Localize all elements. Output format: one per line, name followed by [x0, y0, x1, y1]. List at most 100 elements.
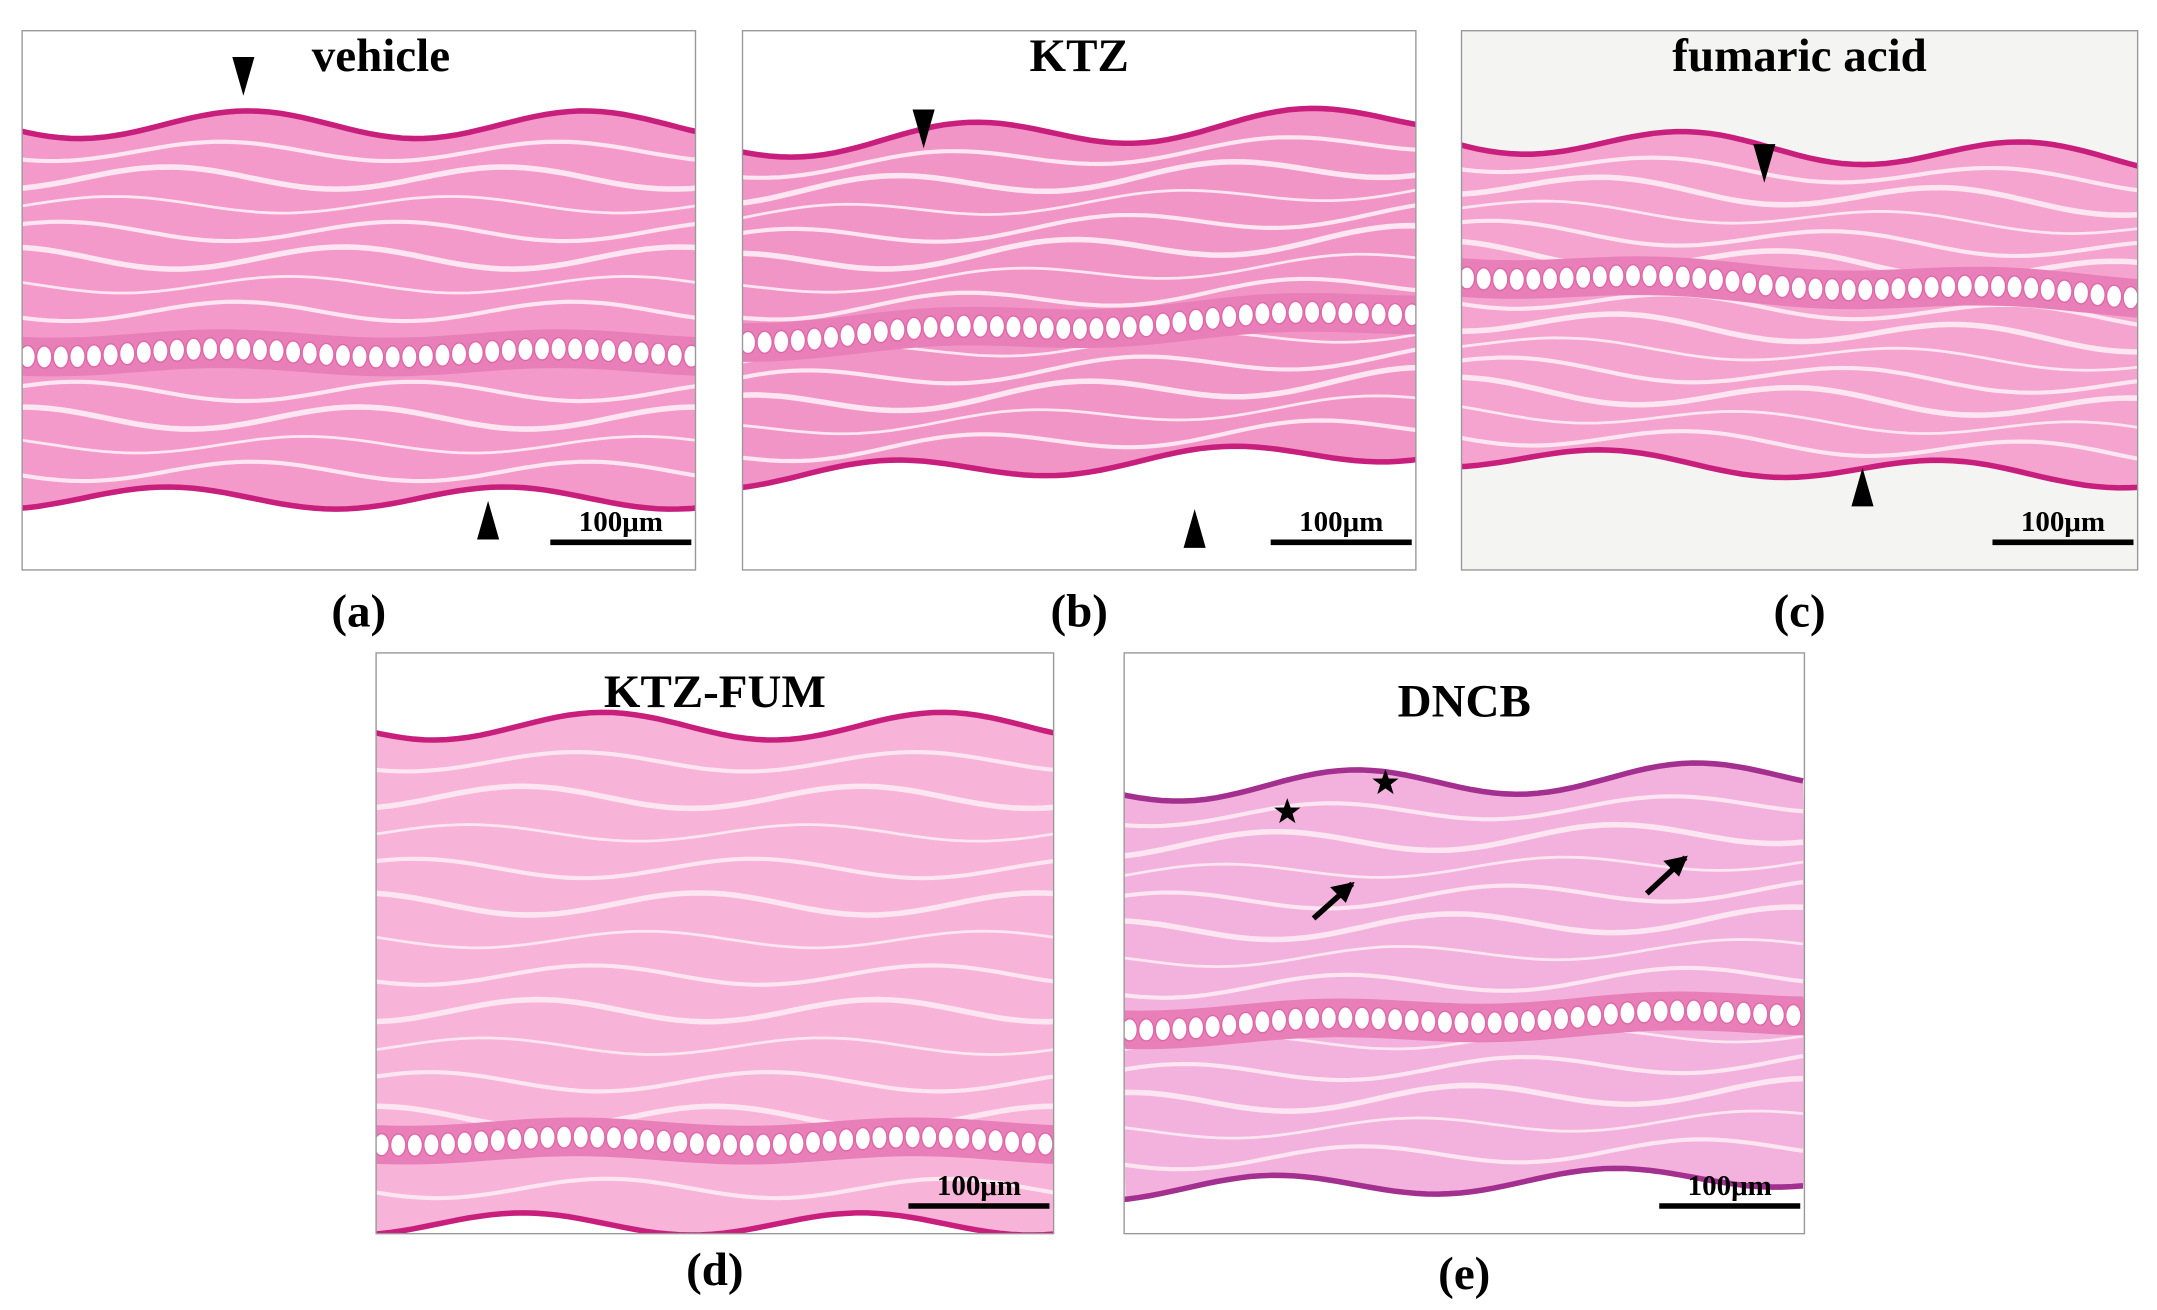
cartilage-cell: [1003, 1130, 1021, 1154]
cartilage-cell: [22, 344, 36, 369]
cartilage-cell: [1956, 274, 1974, 298]
tissue-section: [742, 108, 1416, 488]
fiber-gap: [22, 244, 696, 272]
cartilage-cell: [1403, 303, 1416, 327]
cartilage-cell: [1602, 1002, 1620, 1026]
cartilage-cell: [35, 345, 53, 369]
panel-border: [1123, 652, 1806, 1235]
fiber-gap: [376, 1069, 1054, 1094]
panel-border: [21, 30, 697, 571]
cartilage-cell: [201, 337, 219, 361]
fiber-gap: [1461, 311, 2138, 355]
cartilage-cell: [756, 330, 773, 354]
cartilage-cell: [922, 315, 939, 340]
tissue: [1124, 760, 1805, 1203]
cartilage-cell: [920, 1125, 938, 1149]
epidermis: [376, 709, 1054, 743]
cartilage-cell: [1021, 315, 1039, 340]
cartilage-cell: [1287, 1007, 1304, 1031]
fiber-gap: [1461, 429, 2138, 461]
cartilage-cell: [389, 1133, 407, 1157]
cartilage-cell: [1718, 1000, 1736, 1025]
star-marker: [1274, 798, 1301, 824]
cartilage-cell: [1519, 1009, 1537, 1034]
tissue: [22, 108, 696, 512]
cartilage-cell: [688, 1131, 706, 1156]
cartilage-cell: [855, 321, 873, 346]
cartilage-cell: [85, 344, 103, 368]
fiber-gap: [742, 418, 1416, 464]
cartilage-cell: [1469, 1011, 1487, 1035]
cartilage-cell: [854, 1126, 872, 1151]
cartilage-cell: [1038, 316, 1055, 340]
panel: KTZ 100μm: [741, 30, 1417, 571]
cartilage-cell: [1641, 264, 1658, 288]
cartilage-cell: [318, 342, 335, 367]
cartilage-cell: [251, 338, 269, 362]
panel-caption: (a): [331, 586, 386, 638]
epidermis: [376, 1210, 1054, 1234]
cartilage-cell: [1337, 301, 1354, 325]
cartilage-cell: [483, 339, 501, 364]
cartilage-cell: [1591, 264, 1609, 289]
fiber-gap: [1461, 174, 2138, 218]
cartilage-cell: [1121, 315, 1138, 339]
panel-border: [375, 652, 1055, 1235]
epidermis: [1461, 447, 2138, 491]
cartilage-cell: [1691, 266, 1708, 290]
cartilage-cell: [1353, 301, 1371, 326]
cartilage-cell: [1287, 300, 1304, 325]
panel-caption: (d): [686, 1244, 743, 1296]
cartilage-cell: [555, 1125, 573, 1149]
panel-title: KTZ: [1030, 30, 1129, 82]
arrowhead-marker: [1753, 144, 1776, 183]
fiber-gap: [1124, 1053, 1804, 1083]
fiber-gap: [1461, 374, 2138, 418]
cartilage-cell: [522, 1126, 540, 1151]
fiber-gap: [1124, 879, 1804, 911]
panel: DNCB 100μm: [1123, 652, 1806, 1235]
cartilage-cell: [1707, 267, 1725, 292]
cartilage-cell: [1220, 1013, 1238, 1037]
fiber-gap: [742, 276, 1416, 322]
cartilage-cell: [889, 318, 906, 342]
cartilage-cell: [1702, 999, 1719, 1024]
cartilage-cell: [937, 1125, 955, 1150]
cartilage-cell: [1939, 274, 1957, 299]
cartilage-cell: [742, 330, 757, 355]
cartilage-cell: [1502, 1010, 1520, 1035]
cartilage-cell: [533, 337, 551, 361]
fiber-gap: [376, 996, 1054, 1025]
cartilage-cell: [804, 1130, 822, 1155]
cartilage-cell: [1790, 276, 1808, 300]
cartilage-cell: [1525, 267, 1542, 292]
cartilage-cell: [1989, 274, 2007, 299]
fiber-gap: [742, 203, 1416, 244]
fiber-gap: [1124, 938, 1804, 969]
cartilage-cell: [284, 340, 302, 364]
cartilage-cell: [1585, 1003, 1603, 1028]
fiber-gap: [1124, 1137, 1804, 1172]
cartilage-cell: [649, 342, 667, 366]
cartilage-cell: [1840, 278, 1857, 302]
cartilage-cell: [1453, 1011, 1470, 1035]
panel: KTZ-FUM 100μm: [375, 652, 1055, 1235]
fiber-gap: [742, 159, 1416, 206]
cartilage-cell: [1088, 316, 1105, 341]
cartilage-cell: [987, 1128, 1004, 1153]
cartilage-cell: [102, 343, 119, 367]
epidermis: [1461, 128, 2138, 169]
arrowhead-marker: [912, 109, 935, 149]
scale-label: 100μm: [579, 506, 663, 538]
cartilage-cell: [705, 1132, 722, 1157]
cartilage-cell: [938, 314, 956, 339]
cartilage-cell: [789, 328, 807, 353]
cartilage-cell: [1574, 265, 1592, 290]
cartilage-cell: [376, 1132, 390, 1157]
cartilage-cell: [1237, 303, 1255, 327]
cartilage-cell: [972, 314, 989, 338]
epidermis: [1124, 760, 1804, 804]
cartilage-cell: [1071, 316, 1089, 341]
arrowhead-marker: [232, 56, 255, 96]
scale-label: 100μm: [937, 1170, 1021, 1202]
